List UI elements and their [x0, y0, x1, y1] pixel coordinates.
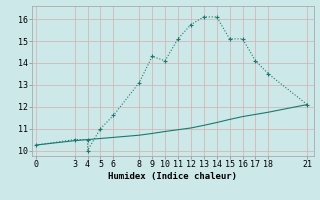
X-axis label: Humidex (Indice chaleur): Humidex (Indice chaleur)	[108, 172, 237, 181]
